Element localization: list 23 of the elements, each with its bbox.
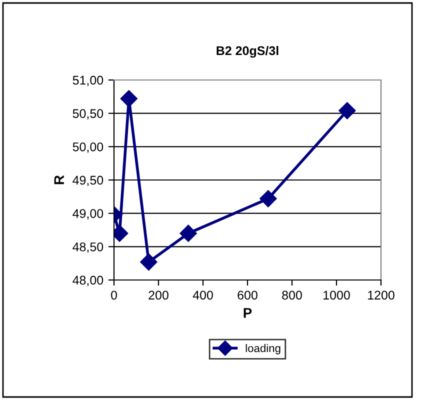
x-tick-label: 400	[192, 290, 213, 300]
point	[120, 90, 138, 108]
x-axis-title: P	[244, 308, 252, 318]
chart-title: B2 20gS/3l	[216, 46, 278, 58]
x-tick-label: 800	[282, 290, 302, 300]
point	[338, 102, 356, 120]
point	[180, 224, 197, 242]
x-tick-label: 1200	[368, 290, 394, 300]
x-tick-label: 0	[111, 290, 117, 300]
y-tick-label: 50,00	[72, 142, 104, 153]
point	[140, 253, 158, 271]
x-tick-label: 600	[238, 290, 258, 300]
y-tick-label: 48,50	[72, 242, 104, 253]
point	[260, 190, 277, 208]
y-axis-title: R	[54, 175, 64, 184]
y-tick-label: 48,00	[72, 276, 104, 286]
y-tick-label: 49,00	[72, 209, 104, 220]
x-tick-label: 1000	[324, 290, 350, 300]
y-tick-label: 50,50	[72, 109, 104, 120]
x-tick-label: 200	[148, 290, 168, 300]
y-tick-label: 51,00	[72, 76, 104, 86]
y-tick-label: 49,50	[72, 176, 104, 186]
legend-label: loading	[246, 344, 280, 354]
